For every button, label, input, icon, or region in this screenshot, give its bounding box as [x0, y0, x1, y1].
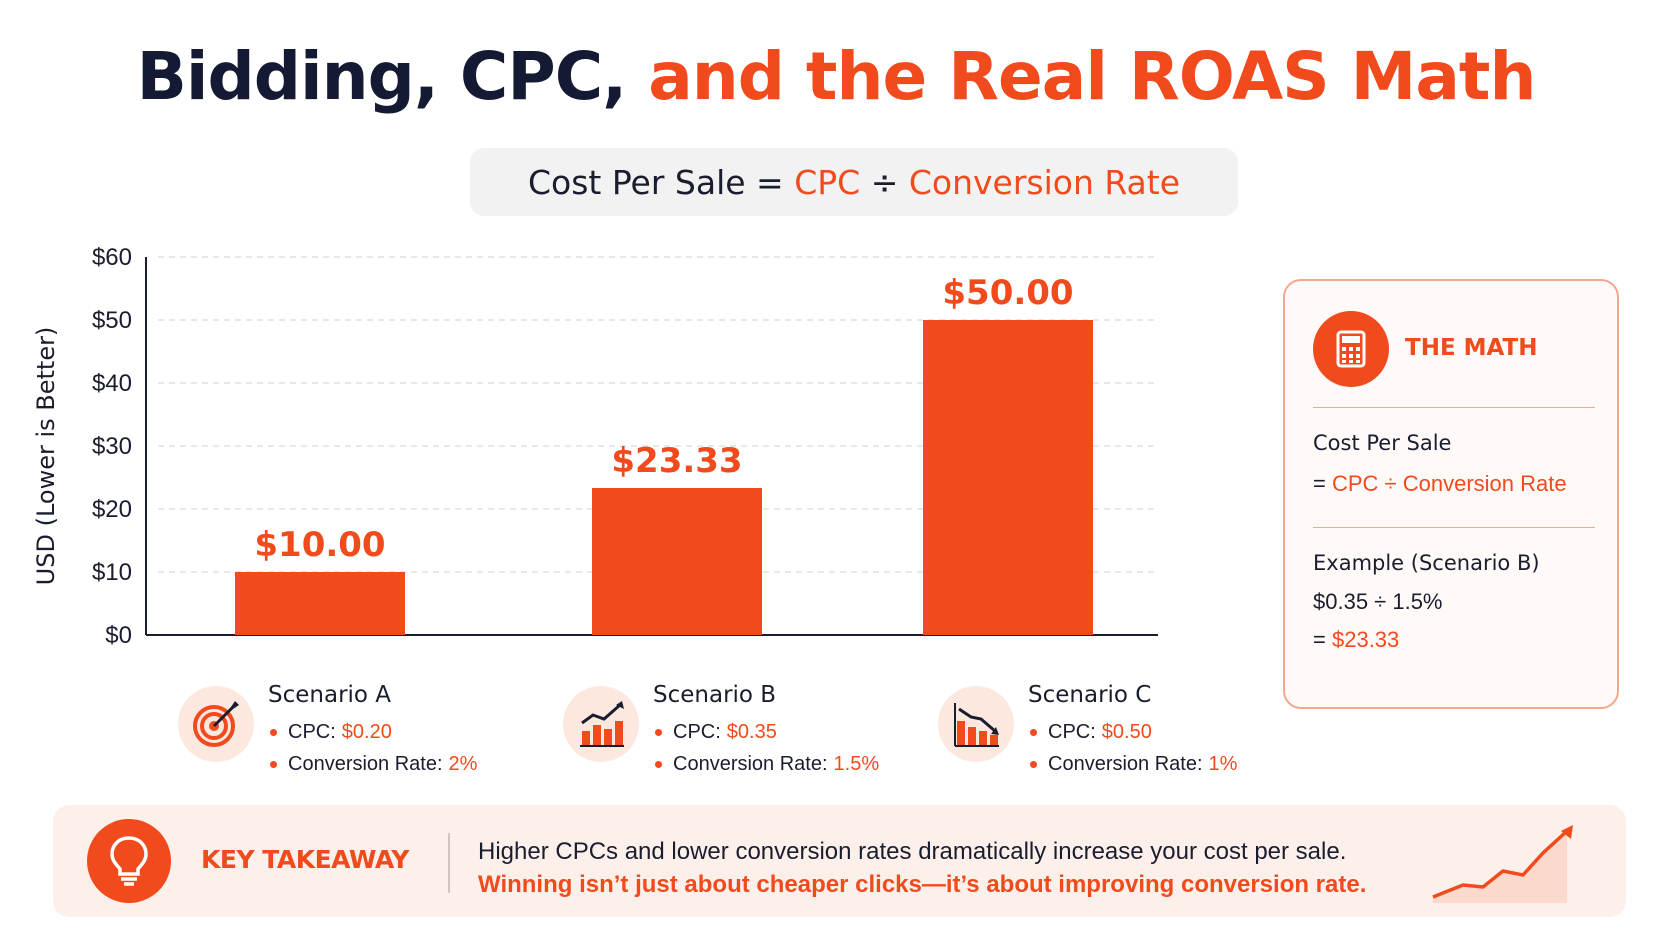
key-takeaway-banner: KEY TAKEAWAY Higher CPCs and lower conve… [53, 805, 1626, 917]
formula-lhs: Cost Per Sale = [527, 162, 784, 202]
scenario-name: Scenario A [268, 682, 392, 708]
cost-per-sale-bar-chart: $0 $10 $20 $30 $40 $50 $60 USD (Lower is Better… [32, 244, 1158, 649]
divider [448, 833, 450, 893]
scenario-cpc: CPC: $0.50 [1028, 716, 1348, 748]
takeaway-line-2: Winning isn’t just about cheaper clicks—… [478, 871, 1367, 898]
target-icon [178, 686, 254, 762]
scenario-cpc: CPC: $0.35 [653, 716, 973, 748]
scenario-rate: Conversion Rate: 1% [1028, 748, 1348, 780]
math-example-result: = $23.33 [1313, 627, 1400, 652]
math-example-head: Example (Scenario B) [1313, 551, 1540, 575]
divider [1313, 527, 1595, 528]
divider [1313, 407, 1595, 408]
math-formula-body: = CPC ÷ Conversion Rate [1313, 471, 1567, 496]
lightbulb-icon [87, 819, 171, 903]
takeaway-label: KEY TAKEAWAY [201, 845, 409, 874]
bar-value-label: $10.00 [254, 525, 385, 565]
y-tick-label: $50 [92, 307, 132, 334]
bar-chart-down-icon [938, 686, 1014, 762]
y-tick-label: $10 [92, 559, 132, 586]
formula-op: ÷ [870, 162, 899, 202]
scenario-rate: Conversion Rate: 2% [268, 748, 588, 780]
bar-chart-up-icon [563, 686, 639, 762]
y-tick-label: $60 [92, 244, 132, 271]
title-main: Bidding, CPC, [136, 38, 628, 115]
bar-value-label: $50.00 [942, 273, 1073, 313]
bar-scenario-a [235, 572, 405, 635]
scenario-rate: Conversion Rate: 1.5% [653, 748, 973, 780]
bar-value-label: $23.33 [611, 441, 742, 481]
scenario-name: Scenario C [1028, 682, 1152, 708]
y-tick-label: $0 [105, 622, 132, 649]
title-accent: and the Real ROAS Math [648, 38, 1536, 115]
scenario-cpc: CPC: $0.20 [268, 716, 588, 748]
formula-cpc: CPC [794, 162, 861, 202]
bar-scenario-b [592, 488, 762, 635]
scenario-name: Scenario B [653, 682, 777, 708]
trend-up-icon [1432, 825, 1573, 903]
math-card: THE MATH Cost Per Sale = CPC ÷ Conversio… [1283, 279, 1619, 709]
y-tick-label: $20 [92, 496, 132, 523]
math-title: THE MATH [1405, 335, 1538, 361]
formula-rate: Conversion Rate [908, 162, 1181, 202]
bar-scenario-c [923, 320, 1093, 635]
formula-banner: Cost Per Sale = CPC ÷ Conversion Rate [470, 148, 1238, 216]
math-formula-head: Cost Per Sale [1313, 431, 1452, 455]
y-tick-label: $40 [92, 370, 132, 397]
y-tick-label: $30 [92, 433, 132, 460]
math-example-calc: $0.35 ÷ 1.5% [1313, 589, 1443, 614]
y-axis-label: USD (Lower is Better) [32, 327, 60, 586]
page-title: Bidding, CPC, and the Real ROAS Math [0, 38, 1672, 115]
takeaway-line-1: Higher CPCs and lower conversion rates d… [478, 838, 1347, 865]
calculator-icon [1313, 311, 1389, 387]
